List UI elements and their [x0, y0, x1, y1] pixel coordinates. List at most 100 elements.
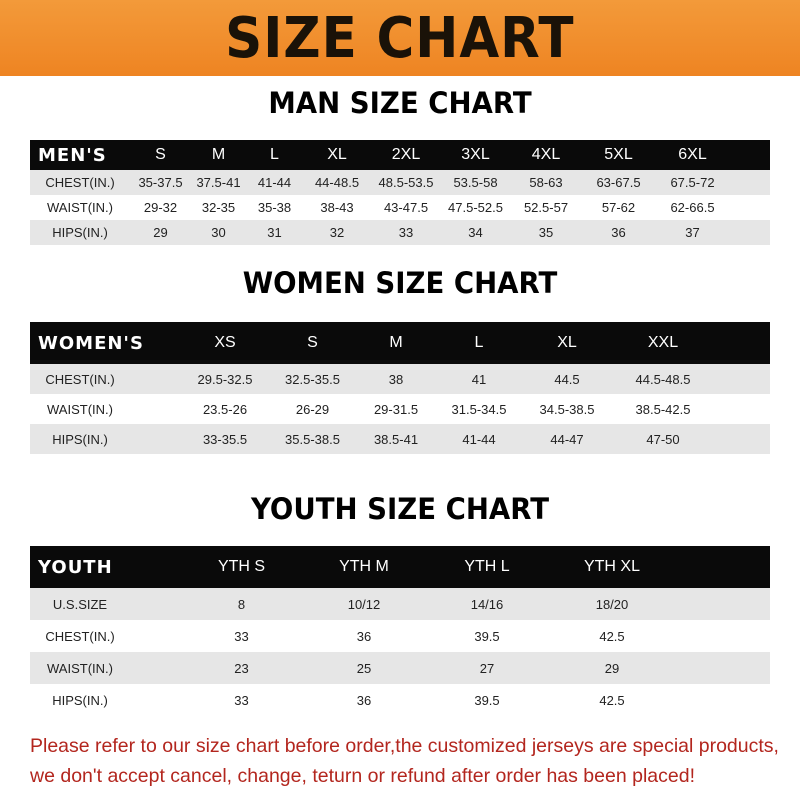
- main-title: SIZE CHART: [225, 5, 575, 71]
- size-value: 29-32: [143, 200, 178, 215]
- size-header: YTH S: [217, 558, 266, 575]
- table-row: HIPS(IN.) 33 36 39.5 42.5: [30, 684, 770, 716]
- size-value: 35.5-38.5: [285, 431, 340, 447]
- size-value: 62-66.5: [670, 200, 715, 215]
- measurement-label: CHEST(IN.): [45, 371, 115, 387]
- table-row: WAIST(IN.) 29-32 32-35 35-38 38-43 43-47.5 47.…: [30, 195, 770, 220]
- table-header-row: WOMEN'S XS S M L XL XXL: [30, 322, 770, 364]
- measurement-label: HIPS(IN.): [52, 431, 108, 447]
- size-value: 41: [471, 371, 487, 387]
- size-value: 31: [267, 225, 282, 240]
- table-row: CHEST(IN.) 35-37.5 37.5-41 41-44 44-48.5 48.5…: [30, 170, 770, 195]
- size-value: 57-62: [601, 200, 636, 215]
- table-header-row: MEN'S S M L XL 2XL 3XL 4XL 5XL 6XL: [30, 140, 770, 170]
- size-value: 36: [356, 628, 372, 644]
- table-row: WAIST(IN.) 23 25 27 29: [30, 652, 770, 684]
- size-value: 53.5-58: [453, 175, 498, 190]
- measurement-label: WAIST(IN.): [47, 401, 113, 417]
- table-row: WAIST(IN.) 23.5-26 26-29 29-31.5 31.5-34.5 34…: [30, 394, 770, 424]
- size-header: 3XL: [461, 146, 490, 163]
- table-row: CHEST(IN.) 29.5-32.5 32.5-35.5 38 41 44.5 44.5…: [30, 364, 770, 394]
- size-value: 33: [234, 628, 249, 644]
- size-value: 52.5-57: [523, 200, 569, 215]
- size-value: 67.5-72: [670, 175, 715, 190]
- size-value: 26-29: [295, 401, 330, 417]
- size-value: 29-31.5: [373, 401, 419, 417]
- size-value: 25: [356, 660, 372, 676]
- size-value: 39.5: [474, 628, 500, 644]
- size-value: 44-47: [550, 431, 584, 447]
- size-header: S: [307, 334, 318, 351]
- size-value: 58-63: [529, 175, 563, 190]
- size-value: 41-44: [462, 431, 496, 447]
- size-value: 23: [234, 660, 249, 676]
- size-value: 36: [611, 225, 626, 240]
- table-row: HIPS(IN.) 33-35.5 35.5-38.5 38.5-41 41-44 44-…: [30, 424, 770, 454]
- size-value: 32: [329, 225, 345, 240]
- size-value: 38.5-42.5: [635, 401, 691, 417]
- size-header: L: [270, 146, 279, 163]
- size-value: 47-50: [646, 431, 680, 447]
- size-value: 34: [468, 225, 483, 240]
- table-category-label: MEN'S: [38, 144, 107, 166]
- table-row: HIPS(IN.) 29 30 31 32 33 34 35 36 37: [30, 220, 770, 245]
- size-header: YTH L: [464, 558, 510, 575]
- size-header: 6XL: [678, 146, 707, 163]
- measurement-label: HIPS(IN.): [52, 225, 108, 240]
- size-header: XL: [327, 146, 347, 163]
- measurement-label: WAIST(IN.): [47, 200, 113, 215]
- size-value: 18/20: [595, 596, 629, 612]
- size-value: 41-44: [257, 175, 292, 190]
- size-value: 33: [234, 692, 249, 708]
- size-value: 30: [211, 225, 226, 240]
- size-value: 33: [398, 225, 414, 240]
- size-header: 2XL: [391, 146, 421, 163]
- size-value: 35: [538, 225, 554, 240]
- table-row: U.S.SIZE 8 10/12 14/16 18/20: [30, 588, 770, 620]
- size-value: 29.5-32.5: [197, 371, 253, 387]
- size-value: 10/12: [347, 596, 381, 612]
- notice-line-1: Please refer to our size chart before or…: [30, 735, 779, 757]
- women-section-title: WOMEN SIZE CHART: [242, 266, 558, 300]
- size-header: 4XL: [531, 146, 561, 163]
- size-value: 38: [388, 371, 404, 387]
- measurement-label: WAIST(IN.): [47, 660, 113, 676]
- size-value: 34.5-38.5: [539, 401, 595, 417]
- size-value: 23.5-26: [202, 401, 248, 417]
- size-value: 32-35: [201, 200, 236, 215]
- size-value: 31.5-34.5: [451, 401, 507, 417]
- size-value: 37.5-41: [196, 175, 241, 190]
- size-value: 36: [356, 692, 372, 708]
- table-row: CHEST(IN.) 33 36 39.5 42.5: [30, 620, 770, 652]
- size-value: 14/16: [470, 596, 504, 612]
- size-header: M: [389, 334, 403, 351]
- title-banner: SIZE CHART: [0, 0, 800, 76]
- measurement-label: CHEST(IN.): [45, 175, 115, 190]
- measurement-label: HIPS(IN.): [52, 692, 108, 708]
- table-header-row: YOUTH YTH S YTH M YTH L YTH XL: [30, 546, 770, 588]
- size-value: 48.5-53.5: [378, 175, 434, 190]
- size-header: L: [474, 334, 484, 351]
- size-value: 27: [479, 660, 495, 676]
- size-value: 38.5-41: [373, 431, 419, 447]
- size-value: 44.5: [554, 371, 580, 387]
- size-header: XL: [557, 334, 577, 351]
- size-header: YTH M: [339, 558, 389, 575]
- size-header: XXL: [647, 334, 679, 351]
- men-section-title: MAN SIZE CHART: [268, 86, 532, 120]
- size-value: 39.5: [474, 692, 500, 708]
- size-value: 43-47.5: [383, 200, 429, 215]
- table-category-label: YOUTH: [38, 556, 113, 578]
- size-header: YTH XL: [583, 558, 640, 575]
- measurement-label: U.S.SIZE: [52, 596, 108, 612]
- size-header: 5XL: [604, 146, 633, 163]
- size-value: 32.5-35.5: [285, 371, 340, 387]
- table-category-label: WOMEN'S: [38, 332, 144, 354]
- size-value: 29: [604, 660, 620, 676]
- youth-section-title: YOUTH SIZE CHART: [250, 492, 550, 526]
- size-value: 42.5: [599, 692, 625, 708]
- youth-size-table: YOUTH YTH S YTH M YTH L YTH XL U.S.SIZE 8 10/12…: [30, 546, 770, 716]
- size-header: M: [211, 146, 226, 163]
- size-value: 42.5: [599, 628, 625, 644]
